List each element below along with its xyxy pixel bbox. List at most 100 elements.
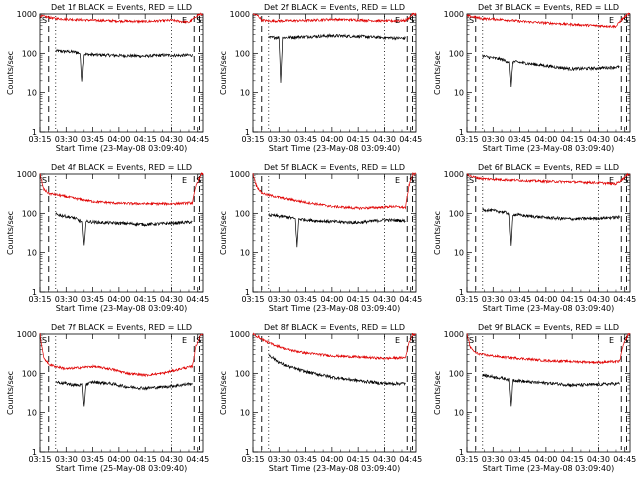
end-marker-label: E (609, 16, 614, 25)
start-marker-label: S (623, 336, 628, 345)
x-tick-label: 04:15 (134, 295, 157, 304)
y-tick-label: 1000 (230, 10, 250, 19)
y-tick-label: 100 (22, 209, 37, 218)
y-tick-label: 10 (27, 249, 37, 258)
y-axis-label: Counts/sec (433, 371, 442, 415)
y-tick-label: 100 (235, 209, 250, 218)
x-tick-label: 04:45 (399, 295, 422, 304)
x-tick-label: 04:30 (587, 135, 610, 144)
y-tick-label: 10 (27, 89, 37, 98)
x-axis-label: Start Time (23-May-08 03:09:40) (56, 304, 187, 313)
start-marker-label: S (409, 16, 414, 25)
start-marker-label: S (469, 176, 474, 185)
y-tick-label: 100 (235, 49, 250, 58)
plot-frame (466, 173, 631, 293)
x-tick-label: 04:00 (534, 135, 557, 144)
end-marker-label: E (182, 176, 187, 185)
x-tick-label: 04:30 (587, 295, 610, 304)
x-axis-label: Start Time (23-May-08 03:09:40) (269, 304, 400, 313)
x-tick-label: 04:00 (534, 295, 557, 304)
x-tick-label: 03:15 (455, 455, 478, 464)
y-axis-label: Counts/sec (6, 371, 15, 415)
panel-title: Det 4f BLACK = Events, RED = LLD (51, 163, 192, 172)
y-tick-label: 1000 (444, 10, 464, 19)
y-tick-label: 1 (459, 448, 464, 457)
y-tick-label: 1 (32, 448, 37, 457)
series-events (482, 54, 620, 88)
start-marker-label: S (196, 16, 201, 25)
y-tick-label: 1000 (444, 330, 464, 339)
series-lld (466, 172, 631, 186)
y-tick-label: 100 (449, 209, 464, 218)
x-tick-label: 04:15 (561, 295, 584, 304)
panel-4: Det 4f BLACK = Events, RED = LLD 1 10 100 10… (6, 163, 209, 313)
x-tick-label: 03:45 (294, 295, 317, 304)
x-tick-label: 04:15 (347, 295, 370, 304)
x-tick-label: 04:30 (373, 135, 396, 144)
y-tick-label: 1 (32, 128, 37, 137)
x-tick-label: 03:45 (508, 135, 531, 144)
x-tick-label: 04:15 (134, 135, 157, 144)
end-marker-label: E (609, 176, 614, 185)
series-events (268, 212, 406, 248)
panel-3: Det 3f BLACK = Events, RED = LLD 1 10 100 10… (433, 3, 636, 153)
x-tick-label: 04:45 (613, 455, 636, 464)
x-tick-label: 04:00 (320, 295, 343, 304)
plot-frame (39, 13, 204, 133)
panel-2: Det 2f BLACK = Events, RED = LLD 1 10 100 10… (219, 3, 422, 153)
start-marker-label: S (409, 176, 414, 185)
x-tick-label: 03:30 (482, 135, 505, 144)
x-tick-label: 03:30 (55, 135, 78, 144)
x-tick-label: 03:45 (294, 455, 317, 464)
y-axis-label: Counts/sec (6, 211, 15, 255)
plot-frame (466, 333, 631, 453)
x-axis-label: Start Time (23-May-08 03:09:40) (56, 144, 187, 153)
x-tick-label: 03:15 (241, 455, 264, 464)
plot-frame (466, 13, 631, 133)
series-events (55, 211, 193, 246)
panel-5: Det 5f BLACK = Events, RED = LLD 1 10 100 10… (219, 163, 422, 313)
panel-title: Det 1f BLACK = Events, RED = LLD (51, 3, 192, 12)
y-tick-label: 10 (240, 409, 250, 418)
x-axis-label: Start Time (23-May-08 03:09:40) (269, 144, 400, 153)
x-tick-label: 04:45 (399, 135, 422, 144)
x-tick-label: 04:45 (186, 295, 209, 304)
x-tick-label: 03:15 (28, 295, 51, 304)
series-lld (466, 332, 631, 365)
x-tick-label: 03:15 (455, 135, 478, 144)
x-tick-label: 03:30 (482, 295, 505, 304)
x-tick-label: 03:30 (55, 455, 78, 464)
x-tick-label: 04:00 (107, 295, 130, 304)
end-marker-label: E (395, 176, 400, 185)
end-marker-label: E (182, 336, 187, 345)
y-tick-label: 10 (454, 249, 464, 258)
y-axis-label: Counts/sec (219, 51, 228, 95)
x-tick-label: 04:00 (534, 455, 557, 464)
x-tick-label: 04:30 (373, 295, 396, 304)
panel-title: Det 8f BLACK = Events, RED = LLD (264, 323, 405, 332)
series-lld (39, 12, 204, 25)
plot-frame (252, 173, 417, 293)
x-tick-label: 04:15 (347, 455, 370, 464)
y-tick-label: 1000 (17, 10, 37, 19)
x-tick-label: 03:45 (508, 295, 531, 304)
x-tick-label: 03:45 (81, 455, 104, 464)
x-tick-label: 04:45 (186, 135, 209, 144)
start-marker-label: S (42, 176, 47, 185)
x-tick-label: 04:30 (160, 135, 183, 144)
panel-title: Det 2f BLACK = Events, RED = LLD (264, 3, 405, 12)
x-tick-label: 03:45 (81, 135, 104, 144)
start-marker-label: S (42, 336, 47, 345)
y-tick-label: 1000 (17, 170, 37, 179)
plot-frame (39, 333, 204, 453)
x-tick-label: 03:15 (28, 135, 51, 144)
x-tick-label: 03:45 (294, 135, 317, 144)
x-tick-label: 03:45 (508, 455, 531, 464)
x-tick-label: 03:45 (81, 295, 104, 304)
start-marker-label: S (623, 176, 628, 185)
y-tick-label: 1000 (444, 170, 464, 179)
y-axis-label: Counts/sec (433, 51, 442, 95)
end-marker-label: E (182, 16, 187, 25)
y-tick-label: 1000 (17, 330, 37, 339)
x-tick-label: 04:45 (186, 455, 209, 464)
